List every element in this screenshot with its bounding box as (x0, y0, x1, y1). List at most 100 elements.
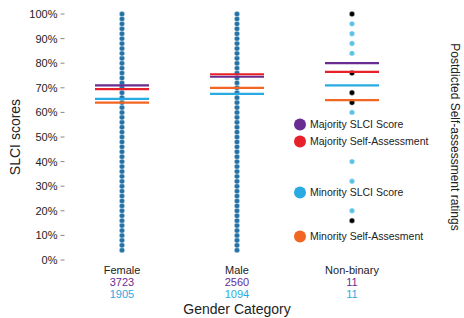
dot (119, 65, 124, 70)
dot (234, 110, 239, 115)
legend-swatch (294, 231, 306, 243)
legend: Majority SLCI ScoreMajority Self-Assessm… (294, 118, 429, 243)
dot (234, 36, 239, 41)
y-tick (61, 137, 65, 138)
dot (119, 41, 124, 46)
mean-line (210, 93, 264, 95)
dot (119, 144, 124, 149)
dot (234, 124, 239, 129)
dot (119, 247, 124, 252)
count-label: 1094 (225, 288, 249, 300)
dot (234, 184, 239, 189)
dot (349, 208, 354, 213)
dot (234, 41, 239, 46)
dot (349, 179, 354, 184)
dot (119, 105, 124, 110)
dot (119, 115, 124, 120)
dot (349, 159, 354, 164)
dot (234, 95, 239, 100)
dot (119, 134, 124, 139)
mean-line (325, 71, 379, 73)
y-tick-label: 70% (35, 82, 57, 94)
mean-line (95, 88, 149, 90)
y-tick (61, 260, 65, 261)
dot (349, 110, 354, 115)
y-tick-label: 60% (35, 106, 57, 118)
dot (119, 243, 124, 248)
dot (234, 243, 239, 248)
category-label: Male (225, 264, 249, 276)
count-label: 11 (346, 276, 357, 288)
dot (119, 70, 124, 75)
y-tick (61, 87, 65, 88)
dot (234, 56, 239, 61)
legend-label: Minority SLCI Score (310, 186, 404, 198)
dot (119, 16, 124, 21)
dot (234, 208, 239, 213)
mean-line (325, 99, 379, 101)
dot (234, 223, 239, 228)
dot (119, 51, 124, 56)
y-tick-label: 80% (35, 57, 57, 69)
dot (349, 31, 354, 36)
dot (349, 41, 354, 46)
dot (234, 164, 239, 169)
dot (119, 124, 124, 129)
y-tick-label: 90% (35, 33, 57, 45)
dot (234, 51, 239, 56)
dot (119, 149, 124, 154)
y-tick-label: 20% (35, 205, 57, 217)
legend-label: Majority Self-Assessment (310, 135, 429, 147)
dot (119, 31, 124, 36)
category-label: Non-binary (325, 264, 379, 276)
dot (119, 46, 124, 51)
y-tick-label: 0% (42, 254, 58, 266)
y-tick (61, 161, 65, 162)
dot (349, 90, 354, 95)
dot (234, 198, 239, 203)
dot (119, 228, 124, 233)
dot (234, 134, 239, 139)
y-tick (61, 186, 65, 187)
dot (119, 110, 124, 115)
dot (234, 100, 239, 105)
mean-line (210, 73, 264, 75)
x-axis-label: Gender Category (183, 301, 290, 317)
dot (119, 174, 124, 179)
y-tick (61, 112, 65, 113)
dot (234, 120, 239, 125)
dot (119, 169, 124, 174)
dot (234, 228, 239, 233)
dot (119, 154, 124, 159)
dot (234, 218, 239, 223)
dot (234, 46, 239, 51)
dot (119, 129, 124, 134)
dot (234, 169, 239, 174)
dot (119, 164, 124, 169)
legend-swatch (294, 119, 306, 131)
dot (119, 75, 124, 80)
count-label: 2560 (225, 276, 249, 288)
dot (234, 149, 239, 154)
dot (234, 16, 239, 21)
y-tick-label: 50% (35, 131, 57, 143)
y-tick (61, 210, 65, 211)
dot (119, 238, 124, 243)
y2-axis-label: Postdicted Self-assessment ratings (448, 43, 462, 230)
dot (119, 223, 124, 228)
mean-line (95, 98, 149, 100)
dot (234, 213, 239, 218)
y-tick-label: 100% (29, 8, 57, 20)
dot (349, 51, 354, 56)
dot (119, 21, 124, 26)
dot (234, 193, 239, 198)
dot (349, 218, 354, 223)
dot (234, 174, 239, 179)
y-tick (61, 235, 65, 236)
mean-line (325, 84, 379, 86)
dot (349, 21, 354, 26)
y-tick-label: 10% (35, 229, 57, 241)
dot (119, 36, 124, 41)
dot (119, 233, 124, 238)
dot (349, 11, 354, 16)
